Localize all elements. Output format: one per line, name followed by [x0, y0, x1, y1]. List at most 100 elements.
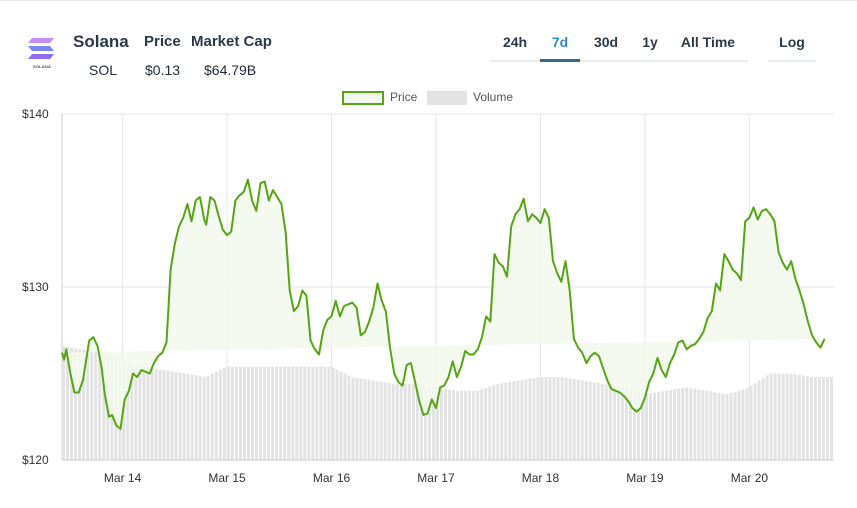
- volume-bar: [210, 373, 214, 460]
- volume-bar: [785, 373, 789, 460]
- volume-bar: [560, 377, 564, 460]
- x-tick-label: Mar 14: [104, 471, 142, 485]
- volume-bar: [375, 381, 379, 460]
- volume-bar: [689, 388, 693, 460]
- volume-bar: [178, 372, 182, 460]
- volume-bar: [793, 374, 797, 460]
- volume-bar: [636, 392, 640, 460]
- volume-bar: [753, 383, 757, 460]
- volume-bar: [339, 371, 343, 460]
- volume-bar: [500, 383, 504, 460]
- tab-24h[interactable]: 24h: [490, 30, 540, 62]
- volume-bar: [415, 384, 419, 460]
- volume-bar: [170, 371, 174, 460]
- tab-all-time[interactable]: All Time: [668, 30, 748, 62]
- tab-1y[interactable]: 1y: [632, 30, 668, 62]
- volume-bar: [275, 366, 279, 460]
- volume-bar: [295, 366, 299, 460]
- volume-bar: [307, 366, 311, 460]
- volume-bar: [448, 389, 452, 460]
- volume-bar: [66, 346, 70, 460]
- volume-bar: [202, 376, 206, 460]
- volume-bar: [749, 385, 753, 460]
- volume-bar: [552, 376, 556, 460]
- volume-bar: [496, 384, 500, 460]
- volume-bar: [166, 370, 170, 460]
- volume-bar: [291, 366, 295, 460]
- volume-bar: [427, 386, 431, 460]
- volume-bar: [367, 379, 371, 460]
- volume-bar: [540, 376, 544, 460]
- volume-bar: [150, 368, 154, 460]
- volume-bar: [158, 369, 162, 460]
- volume-bar: [246, 366, 250, 460]
- legend-price-swatch[interactable]: [342, 91, 384, 105]
- volume-bar: [681, 387, 685, 460]
- volume-bar: [468, 390, 472, 460]
- top-border: [0, 0, 857, 1]
- volume-bar: [62, 346, 66, 460]
- volume-bar: [777, 373, 781, 460]
- volume-bar: [721, 393, 725, 460]
- volume-bar: [809, 376, 813, 460]
- volume-bar: [653, 392, 657, 460]
- y-tick-label: $140: [22, 107, 49, 121]
- volume-bar: [303, 366, 307, 460]
- volume-bar: [214, 371, 218, 460]
- volume-bar: [564, 377, 568, 460]
- volume-bar: [182, 373, 186, 460]
- volume-bar: [685, 387, 689, 460]
- volume-bar: [255, 366, 259, 460]
- tab-log-scale[interactable]: Log: [768, 30, 816, 62]
- volume-bar: [263, 366, 267, 460]
- volume-bar: [126, 361, 130, 460]
- volume-bar: [411, 383, 415, 460]
- volume-bar: [86, 350, 90, 460]
- volume-bar: [769, 373, 773, 460]
- volume-bar: [733, 391, 737, 460]
- volume-bar: [657, 391, 661, 460]
- volume-bar: [600, 383, 604, 460]
- volume-bar: [520, 379, 524, 460]
- market-cap-value: $64.79B: [204, 62, 257, 78]
- volume-bar: [745, 387, 749, 460]
- volume-bar: [250, 366, 254, 460]
- volume-bar: [620, 387, 624, 460]
- volume-bar: [315, 366, 319, 460]
- legend-volume-swatch[interactable]: [427, 91, 467, 105]
- volume-bar: [90, 351, 94, 460]
- volume-bar: [130, 362, 134, 460]
- volume-bar: [693, 388, 697, 460]
- asset-symbol: SOL: [89, 62, 118, 78]
- volume-bar: [789, 373, 793, 460]
- volume-bar: [624, 388, 628, 460]
- volume-bar: [604, 384, 608, 460]
- volume-bar: [460, 390, 464, 460]
- tab-30d[interactable]: 30d: [580, 30, 632, 62]
- volume-bar: [351, 377, 355, 460]
- volume-bar: [801, 375, 805, 460]
- x-tick-label: Mar 17: [417, 471, 455, 485]
- volume-bar: [174, 372, 178, 460]
- volume-bar: [363, 379, 367, 460]
- volume-bar: [435, 387, 439, 460]
- volume-bar: [238, 366, 242, 460]
- axis-labels: $140 $130 $120 Mar 14 Mar 15 Mar 16 Mar 17 Mar …: [22, 107, 834, 485]
- volume-bar: [709, 391, 713, 460]
- volume-bar: [403, 383, 407, 460]
- volume-bar: [829, 376, 833, 460]
- volume-bar: [355, 377, 359, 460]
- volume-bar: [817, 376, 821, 460]
- volume-bar: [524, 379, 528, 460]
- price-line: [61, 178, 826, 430]
- volume-bar: [456, 390, 460, 460]
- volume-bar: [431, 386, 435, 460]
- volume-bar: [138, 365, 142, 460]
- volume-bar: [701, 390, 705, 460]
- tab-7d[interactable]: 7d: [540, 30, 580, 62]
- volume-bar: [102, 353, 106, 460]
- volume-bar: [194, 375, 198, 460]
- volume-bar: [259, 366, 263, 460]
- volume-bar: [725, 394, 729, 460]
- volume-bar: [641, 393, 645, 460]
